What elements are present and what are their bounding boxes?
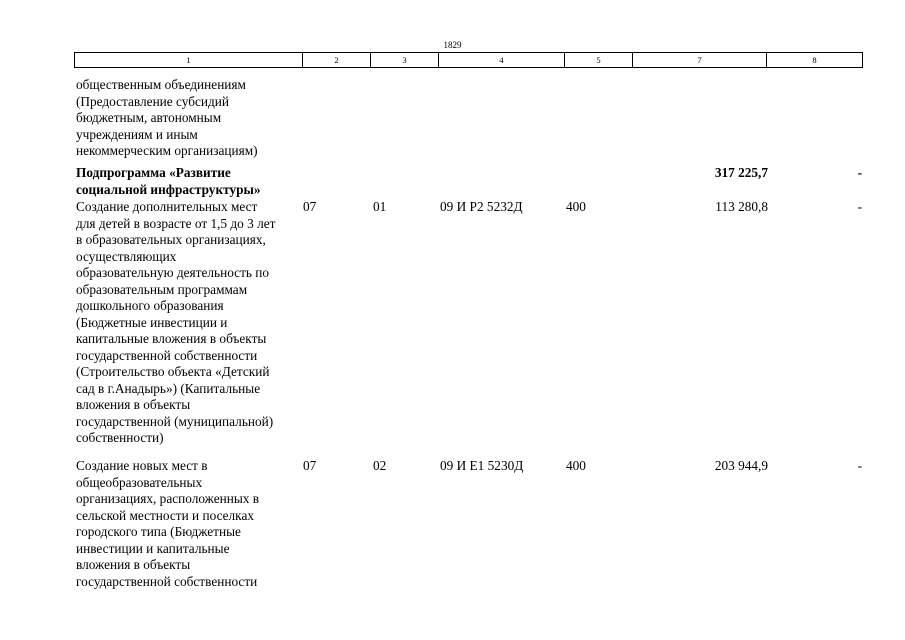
row-name-line: вложения в объекты [76,557,191,572]
row-target-code: 09 И Е1 5230Д [440,458,524,473]
row-name-line: вложения в объекты [76,397,191,412]
row-name-line: (Строительство объекта «Детский [76,364,270,379]
row-name-line: образовательную деятельность по [76,265,270,280]
row-name-line: Создание новых мест в [76,458,208,473]
row-name-line: Создание дополнительных мест [76,199,258,214]
row-subsection: 02 [373,458,387,473]
row-name-line: бюджетным, автономным [76,110,222,125]
row-subsection: 01 [373,199,387,214]
page-number: 1829 [443,40,462,50]
header-col-1: 1 [74,52,303,68]
row-amount: 203 944,9 [714,458,768,473]
row-expense-type: 400 [566,199,586,214]
row-name: Создание новых мест в общеобразовательны… [76,458,304,590]
row-amount: 113 280,8 [715,199,768,214]
row-name-line: общественным объединениям [76,77,246,92]
row-name-line: (Предоставление субсидий [76,93,230,109]
row-name-line: государственной собственности [76,347,258,363]
row-target-code: 09 И Р2 5232Д [440,199,523,214]
header-col-4: 4 [438,52,565,68]
row-name: Создание дополнительных мест для детей в… [76,199,304,447]
row-name-line: государственной собственности [76,573,258,589]
row-name-line: осуществляющих [76,248,177,264]
row-col8: - [857,165,862,180]
row-name-line: сельской местности и поселках [76,507,254,523]
row-name-line: инвестиции и капитальные [76,540,230,556]
header-col-3: 3 [370,52,439,68]
header-col-7: 7 [632,52,767,68]
row-col8: - [857,199,862,214]
row-name: общественным объединениям (Предоставлени… [76,77,304,160]
row-col8: - [857,458,862,473]
row-name-line: городского типа (Бюджетные [76,524,241,539]
row-name-line: (Бюджетные инвестиции и [76,314,228,330]
row-name-line: учреждениям и иным [76,126,198,142]
row-name-line: собственности) [76,430,164,445]
row-name-line: дошкольного образования [76,298,224,313]
table-header: 1 2 3 4 5 7 8 [74,52,863,68]
row-name-line: государственной (муниципальной) [76,413,274,429]
row-name-line: социальной инфраструктуры» [76,181,261,197]
row-section: 07 [303,199,317,214]
header-col-5: 5 [564,52,633,68]
row-amount: 317 225,7 [714,165,768,180]
row-name-line: образовательным программам [76,281,248,297]
row-name-line: Подпрограмма «Развитие [76,165,231,180]
row-name-line: некоммерческим организациям) [76,143,258,158]
row-name-line: сад в г.Анадырь») (Капитальные [76,380,261,396]
row-name-line: организациях, расположенных в [76,491,260,506]
header-col-2: 2 [302,52,371,68]
row-name-line: общеобразовательных [76,474,203,490]
row-section: 07 [303,458,317,473]
header-col-8: 8 [766,52,863,68]
row-name-line: для детей в возрасте от 1,5 до 3 лет [76,215,276,231]
row-expense-type: 400 [566,458,586,473]
row-name-line: в образовательных организациях, [76,232,266,247]
row-name-line: капитальные вложения в объекты [76,331,267,346]
row-name: Подпрограмма «Развитие социальной инфрас… [76,165,304,198]
